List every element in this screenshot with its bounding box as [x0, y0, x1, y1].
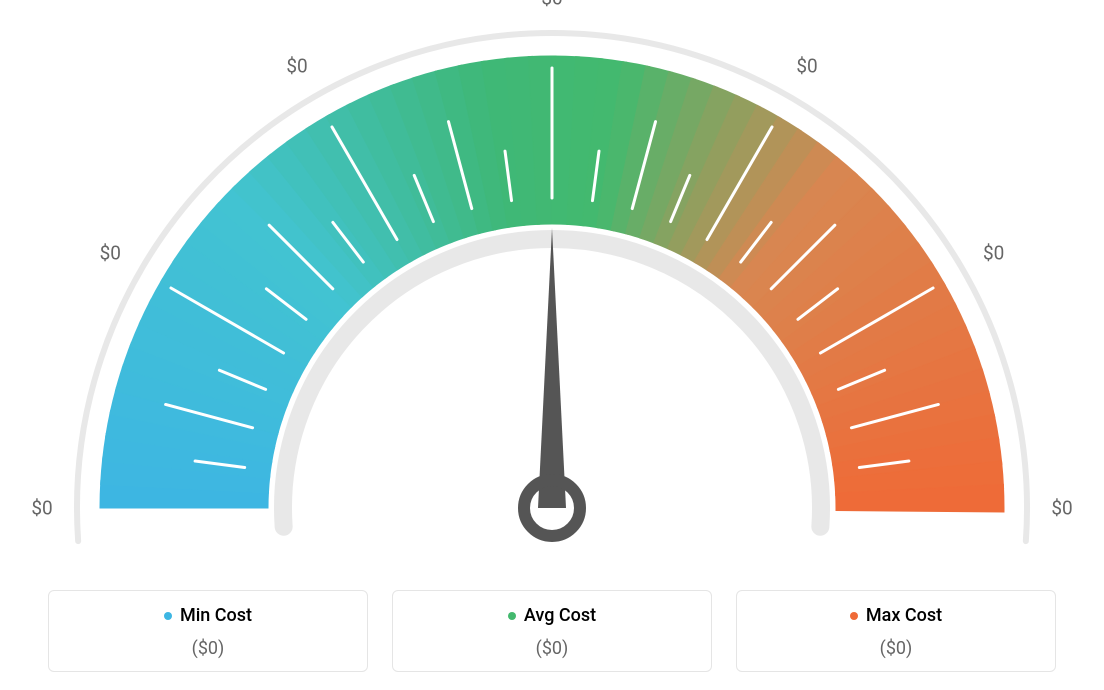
legend-dot-min [164, 612, 172, 620]
legend: Min Cost ($0) Avg Cost ($0) Max Cost ($0… [0, 590, 1104, 673]
legend-value-avg: ($0) [393, 638, 711, 659]
scale-label: $0 [100, 242, 121, 265]
gauge-svg [0, 0, 1104, 560]
scale-label: $0 [983, 242, 1004, 265]
legend-label-max: Max Cost [850, 605, 942, 626]
legend-box-min: Min Cost ($0) [48, 590, 368, 673]
legend-label-avg: Avg Cost [508, 605, 596, 626]
legend-dot-max [850, 612, 858, 620]
gauge-chart: $0 $0 $0 $0 $0 $0 $0 [0, 0, 1104, 560]
scale-label: $0 [31, 497, 52, 520]
legend-label-min: Min Cost [164, 605, 252, 626]
scale-label: $0 [1051, 497, 1072, 520]
legend-dot-avg [508, 612, 516, 620]
scale-label: $0 [286, 55, 307, 78]
legend-text-max: Max Cost [866, 605, 942, 626]
legend-text-avg: Avg Cost [524, 605, 596, 626]
scale-label: $0 [541, 0, 562, 10]
legend-box-max: Max Cost ($0) [736, 590, 1056, 673]
scale-label: $0 [796, 55, 817, 78]
legend-box-avg: Avg Cost ($0) [392, 590, 712, 673]
legend-value-max: ($0) [737, 638, 1055, 659]
legend-value-min: ($0) [49, 638, 367, 659]
legend-text-min: Min Cost [180, 605, 252, 626]
